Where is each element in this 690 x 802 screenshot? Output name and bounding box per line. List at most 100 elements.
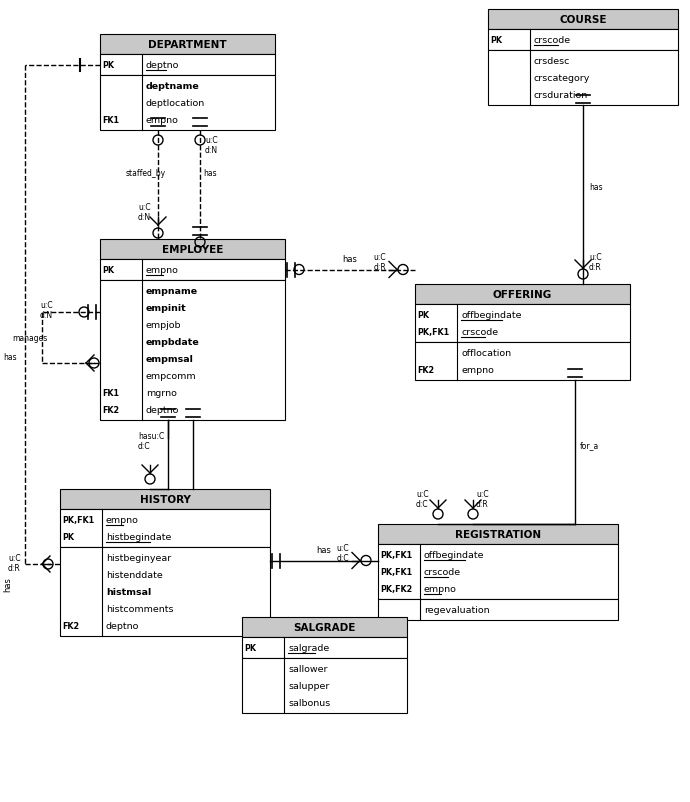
Text: empno: empno — [146, 115, 179, 125]
Text: regevaluation: regevaluation — [424, 606, 490, 614]
Text: OFFERING: OFFERING — [493, 290, 552, 300]
Text: histbeginyear: histbeginyear — [106, 553, 171, 562]
Text: d:N: d:N — [40, 310, 53, 320]
Text: PK,FK1: PK,FK1 — [62, 516, 94, 525]
Text: hasu:C: hasu:C — [138, 431, 164, 440]
Text: crscode: crscode — [534, 36, 571, 45]
Bar — [100, 35, 275, 55]
Text: HISTORY: HISTORY — [139, 494, 190, 504]
Text: FK1: FK1 — [102, 388, 119, 398]
Text: SALGRADE: SALGRADE — [293, 622, 355, 632]
Text: PK: PK — [244, 643, 256, 652]
Text: d:N: d:N — [138, 213, 151, 221]
Bar — [60, 547, 270, 636]
Text: salbonus: salbonus — [288, 698, 331, 707]
Text: has: has — [203, 168, 217, 177]
Text: deptname: deptname — [146, 82, 199, 91]
Text: histcomments: histcomments — [106, 604, 173, 614]
Text: DEPARTMENT: DEPARTMENT — [148, 40, 227, 50]
Text: PK: PK — [62, 533, 74, 541]
Text: histenddate: histenddate — [106, 570, 163, 579]
Text: d:C: d:C — [337, 554, 349, 563]
Text: d:R: d:R — [476, 500, 489, 508]
Text: staffed_by: staffed_by — [126, 168, 166, 177]
Text: deptno: deptno — [106, 622, 139, 630]
Text: crscode: crscode — [461, 327, 498, 337]
Text: histmsal: histmsal — [106, 587, 151, 596]
Text: PK: PK — [417, 310, 429, 320]
Text: empcomm: empcomm — [146, 371, 197, 380]
Bar — [415, 285, 630, 305]
Text: empno: empno — [461, 366, 494, 375]
Text: manages: manages — [12, 334, 47, 342]
Text: u:C: u:C — [205, 136, 217, 145]
Text: u:C: u:C — [416, 489, 428, 498]
Bar — [378, 545, 618, 599]
Text: empjob: empjob — [146, 321, 181, 330]
Bar — [60, 509, 270, 547]
Text: REGISTRATION: REGISTRATION — [455, 529, 541, 539]
Text: offbegindate: offbegindate — [461, 310, 522, 320]
Bar — [60, 489, 270, 509]
Bar — [242, 638, 407, 658]
Text: d:N: d:N — [205, 146, 218, 155]
Text: PK,FK1: PK,FK1 — [417, 327, 449, 337]
Bar — [100, 76, 275, 131]
Text: u:C: u:C — [8, 553, 21, 562]
Text: deptno: deptno — [146, 61, 179, 70]
Text: d:R: d:R — [589, 263, 602, 272]
Bar — [100, 260, 285, 281]
Text: u:C: u:C — [138, 203, 150, 212]
Text: u:C: u:C — [337, 544, 349, 553]
Text: has: has — [342, 255, 357, 264]
Text: d:C: d:C — [416, 500, 428, 508]
Bar — [378, 525, 618, 545]
Text: deptlocation: deptlocation — [146, 99, 205, 107]
Text: crscode: crscode — [424, 567, 461, 577]
Text: FK1: FK1 — [102, 115, 119, 125]
Text: has: has — [3, 353, 17, 362]
Text: mgrno: mgrno — [146, 388, 177, 398]
Text: has: has — [589, 184, 602, 192]
Bar — [378, 599, 618, 620]
Text: for_a: for_a — [580, 440, 599, 449]
Text: empmsal: empmsal — [146, 354, 194, 363]
Text: u:C: u:C — [40, 301, 52, 310]
Bar — [488, 51, 678, 106]
Text: PK: PK — [102, 61, 114, 70]
Bar — [242, 658, 407, 713]
Text: offlocation: offlocation — [461, 349, 511, 358]
Text: u:C: u:C — [476, 489, 489, 498]
Text: empinit: empinit — [146, 304, 187, 313]
Bar — [415, 305, 630, 342]
Text: empno: empno — [146, 265, 179, 274]
Bar — [242, 618, 407, 638]
Text: PK: PK — [102, 265, 114, 274]
Bar — [100, 55, 275, 76]
Text: empno: empno — [424, 585, 457, 593]
Text: FK2: FK2 — [417, 366, 434, 375]
Text: sallower: sallower — [288, 664, 328, 673]
Text: PK,FK2: PK,FK2 — [380, 585, 412, 593]
Text: empbdate: empbdate — [146, 338, 199, 346]
Text: histbegindate: histbegindate — [106, 533, 171, 541]
Text: has: has — [3, 577, 12, 591]
Text: FK2: FK2 — [102, 406, 119, 415]
Text: crsduration: crsduration — [534, 91, 589, 100]
Bar — [488, 30, 678, 51]
Text: deptno: deptno — [146, 406, 179, 415]
Text: u:C: u:C — [589, 253, 602, 261]
Text: has: has — [317, 546, 331, 555]
Text: empname: empname — [146, 286, 198, 296]
Text: d:C: d:C — [138, 441, 150, 451]
Text: FK2: FK2 — [62, 622, 79, 630]
Text: salgrade: salgrade — [288, 643, 329, 652]
Text: crsdesc: crsdesc — [534, 57, 571, 66]
Bar — [100, 240, 285, 260]
Text: salupper: salupper — [288, 681, 329, 691]
Text: PK,FK1: PK,FK1 — [380, 567, 412, 577]
Text: d:R: d:R — [8, 563, 21, 573]
Text: d:R: d:R — [373, 263, 386, 272]
Text: PK,FK1: PK,FK1 — [380, 550, 412, 559]
Text: empno: empno — [106, 516, 139, 525]
